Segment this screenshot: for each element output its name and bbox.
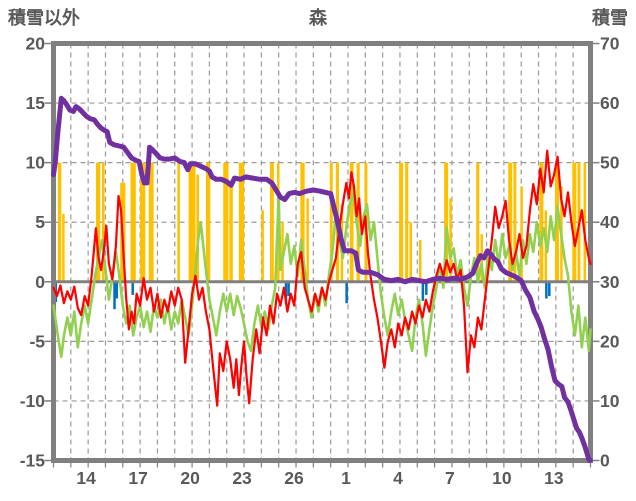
right-axis-title: 積雪 [592, 8, 628, 28]
left-axis-tick-label: 5 [35, 212, 45, 232]
left-axis-tick-label: 20 [26, 34, 46, 54]
chart-title: 森 [309, 8, 327, 28]
line-series [51, 95, 593, 463]
bar-series [54, 162, 587, 310]
orange-bars [102, 162, 105, 282]
plot-border [51, 41, 593, 463]
orange-bars [270, 162, 274, 282]
orange-bars [300, 162, 305, 282]
orange-bars [572, 162, 577, 282]
blue-bars [115, 281, 119, 299]
orange-bars [238, 162, 245, 282]
left-axis-title: 積雪以外 [8, 8, 80, 28]
left-axis-tick-label: 15 [26, 93, 46, 113]
right-axis-tick-label: 30 [600, 272, 620, 292]
axis-ticks [44, 42, 600, 468]
blue-bars [425, 281, 428, 295]
right-axis-tick-label: 70 [600, 34, 620, 54]
orange-bars [520, 186, 523, 282]
blue-bars [287, 281, 290, 297]
snow-depth-line [51, 95, 593, 463]
blue-bars [284, 281, 288, 305]
right-axis-tick-label: 10 [600, 391, 620, 411]
x-axis-tick-label: 26 [284, 468, 304, 488]
x-axis-tick-label: 23 [232, 468, 252, 488]
orange-bars [223, 162, 229, 282]
orange-bars [130, 162, 136, 282]
orange-bars [281, 222, 284, 282]
orange-bars [508, 162, 513, 282]
orange-bars [449, 198, 452, 282]
blue-bars [421, 281, 425, 301]
orange-bars [513, 162, 517, 282]
x-axis-tick-label: 20 [180, 468, 200, 488]
blue-bars [545, 281, 548, 299]
orange-bars [177, 162, 180, 282]
x-axis-tick-label: 13 [544, 468, 564, 488]
blue-bars [131, 281, 134, 295]
left-axis-tick-label: -10 [20, 391, 46, 411]
x-axis-tick-label: 1 [341, 468, 351, 488]
orange-bars [405, 162, 409, 282]
orange-bars [539, 162, 544, 282]
orange-bars [148, 162, 154, 282]
x-axis-tick-label: 14 [76, 468, 96, 488]
left-axis-tick-label: -15 [20, 451, 46, 471]
orange-bars [205, 162, 211, 282]
blue-bars [113, 281, 116, 310]
right-axis-tick-label: 20 [600, 331, 620, 351]
blue-bars [548, 281, 551, 297]
x-axis-tick-label: 10 [492, 468, 512, 488]
orange-bars [57, 162, 62, 282]
plot-border [51, 41, 593, 463]
orange-bars [229, 180, 233, 282]
right-axis-tick-label: 60 [600, 93, 620, 113]
orange-bars [188, 162, 196, 282]
blue-bars [345, 281, 348, 304]
orange-bars [261, 210, 264, 282]
right-axis-tick-label: 50 [600, 153, 620, 173]
orange-bars [583, 162, 587, 282]
orange-bars [444, 162, 449, 282]
left-axis-tick-label: -5 [29, 331, 45, 351]
red-line [52, 149, 592, 407]
orange-bars [399, 162, 404, 282]
orange-bars [306, 198, 309, 282]
orange-bars [95, 162, 101, 282]
orange-bars [140, 162, 146, 282]
green-line [52, 191, 592, 359]
right-axis-tick-label: 0 [600, 451, 610, 471]
x-axis-tick-label: 7 [445, 468, 455, 488]
orange-bars [196, 174, 200, 282]
x-axis-tick-label: 4 [393, 468, 403, 488]
orange-bars [349, 162, 354, 282]
left-axis-tick-label: 0 [35, 272, 45, 292]
x-axis-tick-label: 17 [128, 468, 147, 488]
orange-bars [329, 162, 333, 282]
orange-bars [62, 213, 65, 282]
orange-bars [356, 162, 360, 282]
left-axis-tick-label: 10 [26, 153, 46, 173]
orange-bars [419, 240, 422, 282]
orange-bars [409, 222, 412, 282]
right-axis-tick-label: 40 [600, 212, 620, 232]
orange-bars [476, 162, 480, 282]
